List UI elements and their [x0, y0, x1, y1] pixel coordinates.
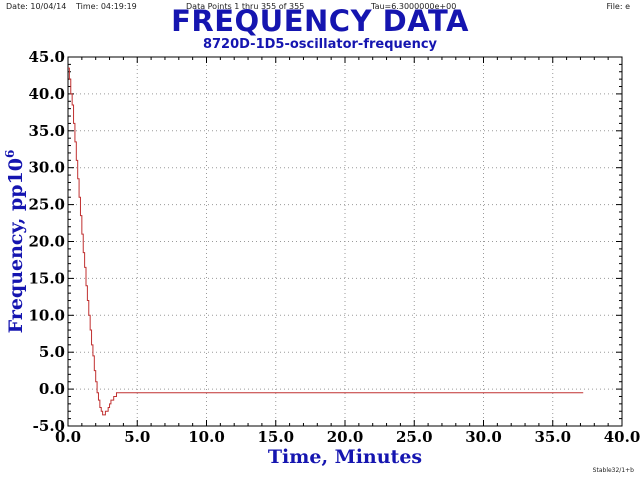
y-tick-label: 30.0	[28, 159, 65, 177]
y-tick-label: 45.0	[28, 48, 65, 66]
header-date: Date: 10/04/14	[6, 2, 67, 11]
x-tick-label: 35.0	[534, 428, 571, 446]
y-axis-title-main: Frequency, pp10	[5, 158, 27, 333]
series-line	[68, 67, 584, 416]
header-tau: Tau=6.3000000e+00	[371, 2, 457, 11]
y-tick-label: 40.0	[28, 85, 65, 103]
header-time: Time: 04:19:19	[76, 2, 137, 11]
header-file: File: e	[606, 2, 630, 11]
y-tick-label: 15.0	[28, 269, 65, 287]
header-data-points: Data Points 1 thru 355 of 355	[186, 2, 305, 11]
y-tick-label: 35.0	[28, 122, 65, 140]
x-tick-label: 0.0	[55, 428, 81, 446]
x-tick-label: 30.0	[465, 428, 502, 446]
ticks-layer	[67, 56, 623, 427]
y-axis-title: Frequency, pp106	[3, 150, 27, 334]
x-tick-label: 25.0	[396, 428, 433, 446]
grid-layer	[68, 57, 622, 426]
x-tick-labels: 0.0 5.0 10.0 15.0 20.0 25.0 30.0 35.0 40.0	[55, 428, 640, 446]
y-tick-labels: -5.0 0.0 5.0 10.0 15.0 20.0 25.0 30.0 35.0 40.0 45…	[28, 48, 65, 435]
x-tick-label: 15.0	[257, 428, 294, 446]
chart-subtitle: 8720D-1D5-oscillator-frequency	[202, 37, 438, 52]
x-tick-label: 5.0	[124, 428, 150, 446]
chart-title: FREQUENCY DATA	[171, 4, 469, 38]
y-tick-label: 10.0	[28, 306, 65, 324]
y-tick-label: 0.0	[39, 380, 65, 398]
footer-tag: Stable32/1+b	[592, 467, 634, 474]
x-axis-title: Time, Minutes	[268, 446, 422, 468]
x-tick-label: 40.0	[604, 428, 640, 446]
x-tick-label: 10.0	[188, 428, 225, 446]
y-tick-label: 5.0	[39, 343, 65, 361]
y-tick-label: 25.0	[28, 196, 65, 214]
y-tick-label: 20.0	[28, 233, 65, 251]
y-axis-title-superscript: 6	[3, 150, 17, 158]
y-tick-label: -5.0	[33, 417, 65, 435]
x-tick-label: 20.0	[327, 428, 364, 446]
